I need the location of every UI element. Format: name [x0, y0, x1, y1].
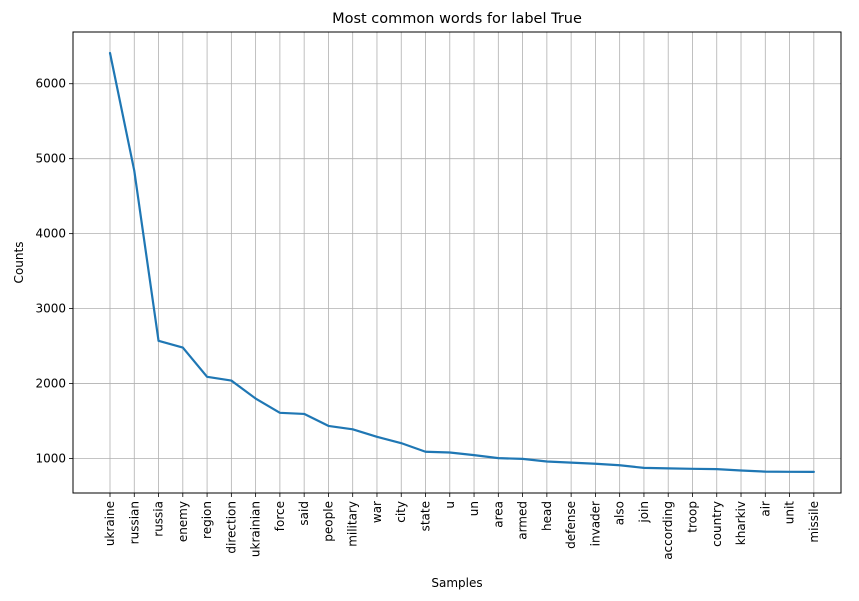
x-tick-label: force — [273, 501, 287, 531]
x-tick-label: war — [370, 501, 384, 523]
x-tick-label: direction — [224, 501, 238, 554]
x-tick-label: according — [661, 501, 675, 560]
data-point — [400, 442, 402, 444]
data-point — [522, 458, 524, 460]
data-point — [158, 340, 160, 342]
line-layer — [108, 51, 815, 473]
data-point — [740, 470, 742, 472]
x-tick-label: kharkiv — [734, 501, 748, 545]
x-tick-label: ukrainian — [249, 501, 263, 557]
x-tick-label: city — [394, 501, 408, 523]
x-tick-label: troop — [685, 501, 699, 533]
x-tick-label: head — [540, 501, 554, 531]
data-point — [473, 454, 475, 456]
data-point — [691, 468, 693, 470]
data-point — [279, 412, 281, 414]
x-tick-label: unit — [783, 501, 797, 525]
x-tick-label: ukraine — [103, 501, 117, 546]
data-point — [206, 376, 208, 378]
y-tick-label: 5000 — [35, 152, 66, 166]
x-tick-label: region — [200, 501, 214, 539]
y-tick-label: 6000 — [35, 77, 66, 91]
x-tick-label: defense — [564, 501, 578, 549]
x-tick-label: country — [710, 501, 724, 547]
data-point — [497, 457, 499, 459]
data-point — [376, 436, 378, 438]
chart-title: Most common words for label True — [332, 11, 582, 27]
x-tick-label: armed — [516, 501, 530, 540]
data-point — [619, 464, 621, 466]
y-tick-label: 2000 — [35, 377, 66, 391]
data-point — [255, 398, 257, 400]
x-tick-label: military — [346, 501, 360, 547]
data-point — [789, 471, 791, 473]
y-tick-label: 4000 — [35, 227, 66, 241]
x-tick-label: join — [637, 501, 651, 524]
grid-layer — [73, 32, 841, 493]
x-tick-label: russian — [127, 501, 141, 544]
data-point — [570, 462, 572, 464]
plot-frame — [72, 31, 842, 494]
y-tick-label: 1000 — [35, 452, 66, 466]
x-tick-label: said — [297, 501, 311, 526]
x-tick-label: un — [467, 501, 481, 516]
data-point — [109, 52, 111, 54]
x-tick-label: u — [443, 501, 457, 509]
x-tick-label: missile — [807, 501, 821, 543]
x-tick-label: state — [419, 501, 433, 531]
data-point — [667, 467, 669, 469]
data-point — [327, 425, 329, 427]
y-tick-label: 3000 — [35, 302, 66, 316]
data-point — [425, 451, 427, 453]
data-point — [594, 463, 596, 465]
x-axis-label: Samples — [431, 576, 482, 590]
data-point — [230, 380, 232, 382]
y-axis-label: Counts — [12, 242, 26, 284]
data-point — [643, 467, 645, 469]
x-tick-label: people — [321, 501, 335, 542]
data-point — [449, 452, 451, 454]
x-tick-label: russia — [152, 501, 166, 537]
data-point — [352, 428, 354, 430]
tick-layer: ukraine russian russia enemy region direction… — [35, 77, 820, 560]
data-point — [182, 347, 184, 349]
x-tick-label: enemy — [176, 501, 190, 542]
x-tick-label: area — [491, 501, 505, 528]
x-tick-label: air — [758, 501, 772, 517]
data-point — [716, 468, 718, 470]
data-point — [546, 461, 548, 463]
x-tick-label: also — [613, 501, 627, 525]
data-point — [303, 413, 305, 415]
x-tick-label: invader — [588, 501, 602, 546]
data-point — [764, 471, 766, 473]
series-line — [108, 51, 815, 473]
data-point — [813, 471, 815, 473]
data-point — [133, 170, 135, 172]
